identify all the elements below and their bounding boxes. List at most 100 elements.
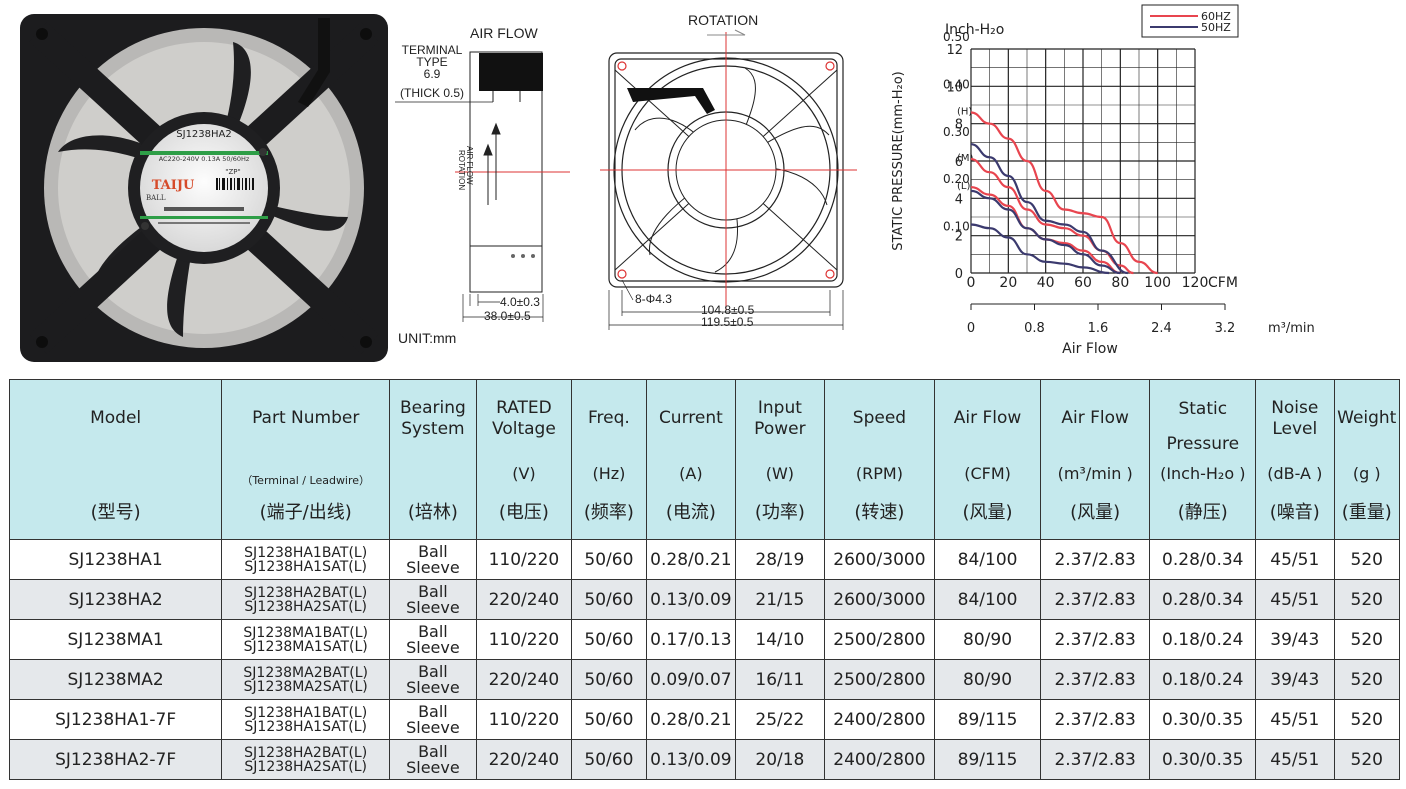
bearing-type: Sleeve	[406, 597, 460, 617]
terminal-line-1: TERMINAL	[401, 43, 463, 57]
cell-speed: 2500/2800	[823, 659, 936, 700]
cell-power: 16/11	[735, 659, 825, 700]
bearing-type: Ball	[418, 621, 448, 641]
table-row: SJ1238HA2-7F SJ1238HA2BAT(L) SJ1238HA2SAT(…	[8, 739, 1400, 780]
column-header-6: Input Power (W) (功率)	[735, 379, 825, 540]
side-arrow-rotation: ROTATION	[457, 150, 466, 190]
cell-pn: SJ1238HA2BAT(L) SJ1238HA2SAT(L)	[221, 739, 391, 780]
part-number: SJ1238HA2BAT(L)	[244, 584, 368, 601]
terminal-line-3: 6.9	[423, 67, 441, 81]
header-main: Air Flow	[953, 408, 1022, 428]
arrow-rot-text: ROTATION	[457, 150, 466, 191]
bearing-type: Ball	[418, 661, 448, 681]
header-unit: (g )	[1352, 464, 1381, 483]
header-main: Noise Level	[1271, 398, 1319, 439]
header-unit: (RPM)	[855, 464, 903, 483]
cell-pn: SJ1238MA1BAT(L) SJ1238MA1SAT(L)	[221, 619, 391, 660]
cell-cfm: 89/115	[934, 739, 1041, 780]
terminal-line-2: TYPE	[416, 55, 448, 69]
header-unit: (m³/min )	[1057, 464, 1133, 483]
header-unit: (W)	[765, 464, 795, 483]
cell-pressure: 0.28/0.34	[1149, 539, 1257, 580]
series-line-50HZ	[970, 143, 1129, 275]
bearing-type: Ball	[418, 701, 448, 721]
header-main: Current	[658, 408, 723, 428]
spec-sheet-top: SJ1238HA2 AC220-240V 0.13A 50/60Hz TAIJU…	[0, 0, 1406, 378]
cell-current: 0.28/0.21	[645, 539, 737, 580]
side-air-flow-label: AIR FLOW	[470, 25, 538, 41]
cell-model: SJ1238HA1	[8, 539, 223, 580]
cell-freq: 50/60	[571, 739, 647, 780]
cell-voltage: 110/220	[475, 539, 573, 580]
column-header-1: Part Number （Terminal / Leadwire） (端子/出线)	[221, 379, 391, 540]
x-tick-cfm: 40	[1037, 275, 1055, 291]
header-cn: (频率)	[583, 502, 634, 523]
legend-box	[1141, 4, 1239, 38]
header-main: Bearing System	[400, 398, 466, 439]
side-view-drawing	[395, 51, 570, 322]
cell-voltage: 220/240	[475, 659, 573, 700]
x-tick-cfm: 80	[1111, 275, 1129, 291]
header-cn: (功率)	[754, 502, 805, 523]
cell-m3: 2.37/2.83	[1039, 739, 1151, 780]
cell-m3: 2.37/2.83	[1039, 659, 1151, 700]
header-cn: (噪音)	[1269, 502, 1320, 523]
cell-pn: SJ1238HA1BAT(L) SJ1238HA1SAT(L)	[221, 699, 391, 740]
cell-weight: 520	[1333, 739, 1400, 780]
column-header-9: Air Flow (m³/min ) (风量)	[1039, 379, 1151, 540]
part-number: SJ1238HA1SAT(L)	[244, 558, 367, 575]
header-cn: (端子/出线)	[259, 502, 352, 523]
series-line-50HZ	[970, 223, 1110, 275]
terminal-type-label: TERMINAL TYPE 6.9	[400, 44, 464, 80]
dim-small: 4.0±0.3	[500, 295, 540, 309]
cell-freq: 50/60	[571, 619, 647, 660]
x-tick-m3: 0.8	[1024, 321, 1045, 336]
column-header-3: RATED Voltage (V) (电压)	[475, 379, 573, 540]
column-header-8: Air Flow (CFM) (风量)	[934, 379, 1041, 540]
cell-noise: 45/51	[1255, 739, 1335, 780]
bearing-type: Sleeve	[406, 717, 460, 737]
front-view-drawing	[600, 29, 857, 330]
header-main: Weight	[1337, 408, 1397, 428]
header-main: RATED Voltage	[492, 398, 556, 439]
x-unit-m3: m³/min	[1268, 321, 1315, 336]
cell-voltage: 220/240	[475, 579, 573, 620]
table-row: SJ1238HA2 SJ1238HA2BAT(L) SJ1238HA2SAT(L) B…	[8, 579, 1400, 620]
bearing-type: Sleeve	[406, 757, 460, 777]
y-tick-inch-label: 0.10	[943, 220, 970, 234]
curve-tag: (L)	[957, 181, 970, 192]
cell-bear: Ball Sleeve	[389, 659, 477, 700]
cell-pn: SJ1238MA2BAT(L) SJ1238MA2SAT(L)	[221, 659, 391, 700]
column-header-11: Noise Level (dB-A ) (噪音)	[1255, 379, 1335, 540]
column-header-2: Bearing System (培林)	[389, 379, 477, 540]
photo-ball: BALL	[146, 194, 166, 202]
cell-speed: 2500/2800	[823, 619, 936, 660]
cell-freq: 50/60	[571, 699, 647, 740]
cell-power: 21/15	[735, 579, 825, 620]
cell-weight: 520	[1333, 619, 1400, 660]
x-tick-m3: 3.2	[1215, 321, 1236, 336]
cell-model: SJ1238MA1	[8, 619, 223, 660]
arrow-air-text: AIR FLOW	[465, 146, 474, 185]
header-main: Static Pressure	[1166, 399, 1240, 454]
cell-bear: Ball Sleeve	[389, 619, 477, 660]
cell-bear: Ball Sleeve	[389, 579, 477, 620]
y-axis-label: STATIC PRESSURE(mm-H₂o)	[891, 71, 906, 251]
cell-speed: 2600/3000	[823, 539, 936, 580]
cell-current: 0.13/0.09	[645, 579, 737, 620]
header-unit: (V)	[512, 464, 536, 483]
x-tick-m3: 1.6	[1088, 321, 1109, 336]
cell-current: 0.09/0.07	[645, 659, 737, 700]
x-tick-cfm: 0	[967, 275, 976, 291]
bearing-type: Sleeve	[406, 637, 460, 657]
cell-m3: 2.37/2.83	[1039, 619, 1151, 660]
table-row: SJ1238HA1 SJ1238HA1BAT(L) SJ1238HA1SAT(L) B…	[8, 539, 1400, 580]
header-cn: (电压)	[498, 502, 549, 523]
y-tick-inch-label: 0.40	[943, 77, 970, 91]
dim-inner: 104.8±0.5	[701, 303, 755, 317]
y-tick-inch-label: 0.30	[943, 125, 970, 139]
header-cn: (重量)	[1341, 502, 1392, 523]
header-unit: (A)	[679, 464, 703, 483]
cell-weight: 520	[1333, 539, 1400, 580]
column-header-0: Model (型号)	[8, 379, 223, 540]
